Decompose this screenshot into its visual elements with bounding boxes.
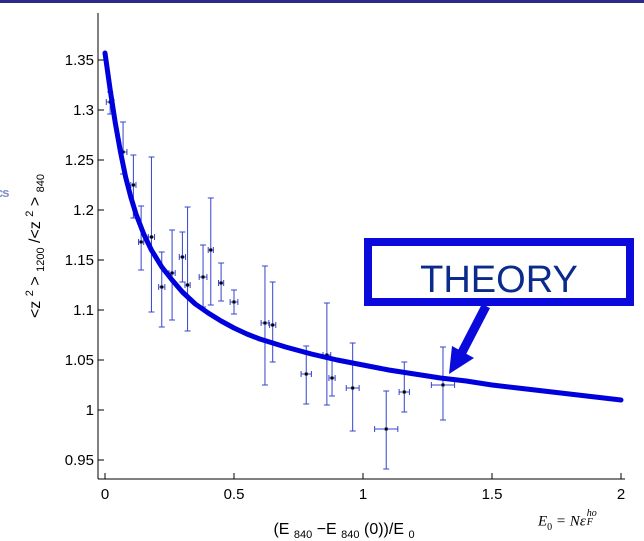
tick-marks [98, 59, 622, 479]
data-point [260, 265, 270, 386]
data-point [328, 359, 336, 397]
point-marker [384, 427, 388, 431]
point-marker [201, 275, 205, 279]
x-tick-label: 2 [617, 486, 625, 503]
point-marker [139, 240, 143, 244]
data-point [322, 302, 332, 406]
y-tick-label: 0.95 [65, 452, 94, 469]
theory-arrow-head [449, 346, 474, 374]
point-marker [180, 255, 184, 259]
theory-curve [102, 50, 624, 403]
theory-curve-group [102, 50, 624, 403]
x-axis-label-part: −E [317, 521, 337, 538]
y-tick-label: 1 [86, 402, 94, 419]
y-tick-label: 1.25 [65, 152, 94, 169]
y-axis-label-part: <z [27, 301, 44, 318]
x-axis-label-part: (0))/E [364, 521, 404, 538]
tick-labels: 0 0.5 1 1.5 2 0.95 1 1.05 1.1 1.15 1.2 1.25 1.3 1.35 [65, 52, 625, 503]
data-point [374, 390, 399, 470]
data-point [430, 346, 456, 421]
y-axis-label-sub: 1200 [35, 247, 47, 271]
y-axis-label-sub: 840 [35, 174, 47, 192]
y-axis-label-sup: 2 [24, 290, 36, 296]
x-tick-label: 0 [101, 486, 109, 503]
y-tick-label: 1.35 [65, 52, 94, 69]
point-marker [170, 271, 174, 275]
y-axis-label: <z 2 > 1200 /<z 2 > 840 [20, 174, 48, 318]
point-marker [232, 300, 236, 304]
y-axis-label-part: /<z [27, 221, 44, 243]
data-point [269, 281, 277, 363]
data-point [218, 262, 225, 302]
x-axis-label-sub: 840 [341, 529, 359, 541]
data-point [147, 156, 156, 313]
top-bar [0, 0, 644, 3]
x-tick-label: 1 [359, 486, 367, 503]
x-axis-label-sub: 840 [294, 529, 312, 541]
point-marker [121, 150, 125, 154]
theory-arrow-shaft [454, 303, 490, 363]
x-axis-label: (E 840 −E 840 (0))/E 0 [273, 521, 414, 541]
e0-epsilon: ε [579, 513, 586, 530]
y-axis-label-sup: 2 [24, 211, 36, 217]
y-tick-label: 1.1 [73, 302, 94, 319]
point-marker [402, 390, 406, 394]
data-point [178, 231, 186, 283]
point-marker [271, 323, 275, 327]
data-point [138, 205, 145, 271]
data-point [184, 206, 191, 332]
e0-lhs-sub: 0 [547, 522, 553, 534]
e0-supsub: ho F [586, 508, 597, 528]
data-point [229, 289, 239, 315]
y-tick-label: 1.3 [73, 102, 94, 119]
theory-box [364, 238, 634, 306]
data-point [198, 244, 208, 308]
point-marker [263, 321, 267, 325]
point-marker [160, 285, 164, 289]
data-point [300, 345, 312, 405]
x-axis-label-sub: 0 [408, 529, 414, 541]
point-marker [325, 353, 329, 357]
x-tick-label: 1.5 [482, 486, 503, 503]
x-axis-label-part: (E [273, 521, 289, 538]
x-tick-label: 0.5 [224, 486, 245, 503]
y-tick-label: 1.2 [73, 202, 94, 219]
point-marker [304, 372, 308, 376]
data-point [207, 197, 214, 306]
e0-definition: E0 = Nε ho F [538, 509, 597, 534]
y-axis-label-part: > [27, 276, 44, 285]
y-tick-label: 1.05 [65, 352, 94, 369]
e0-n: N [569, 513, 580, 530]
point-marker [330, 376, 334, 380]
cut-off-side-label: cs [0, 185, 9, 200]
point-marker [209, 248, 213, 252]
point-marker [149, 235, 153, 239]
data-points [105, 91, 456, 470]
point-marker [219, 281, 223, 285]
e0-equals: = [552, 513, 570, 530]
theory-label: THEORY [420, 259, 578, 301]
y-axis-label-part: > [27, 197, 44, 206]
y-tick-label: 1.15 [65, 252, 94, 269]
axes [97, 13, 625, 480]
point-marker [441, 383, 445, 387]
e0-sub: F [586, 517, 593, 528]
point-marker [131, 183, 135, 187]
point-marker [186, 283, 190, 287]
e0-sup: ho [586, 508, 597, 519]
e0-lhs: E [538, 513, 548, 530]
data-point [345, 342, 360, 432]
point-marker [351, 386, 355, 390]
